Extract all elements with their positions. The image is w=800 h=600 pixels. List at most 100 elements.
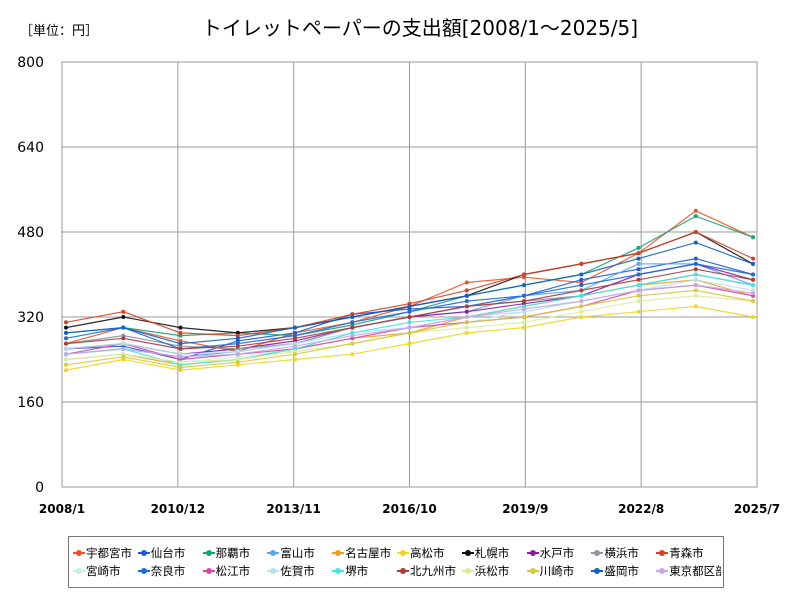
- unit-label: ［単位：円］: [20, 24, 99, 39]
- data-point: [636, 288, 641, 293]
- data-point: [64, 346, 68, 351]
- legend-label: 堺市: [345, 564, 369, 578]
- data-point: [64, 362, 68, 367]
- data-point: [464, 299, 469, 304]
- data-point: [522, 307, 526, 311]
- legend-item: 北九州市: [397, 563, 462, 579]
- legend-item: 札幌市: [461, 545, 527, 561]
- data-point: [636, 299, 641, 304]
- data-point: [121, 341, 126, 346]
- legend-label: 盛岡市: [604, 564, 639, 578]
- legend-marker: [267, 566, 280, 576]
- legend-marker: [461, 548, 474, 558]
- data-point: [636, 272, 641, 277]
- data-point: [579, 299, 584, 304]
- data-point: [64, 325, 68, 330]
- legend-item: 奈良市: [137, 563, 203, 579]
- data-point: [121, 354, 126, 359]
- legend-marker: [591, 566, 604, 576]
- legend-marker: [526, 566, 539, 576]
- data-point: [64, 320, 68, 325]
- legend-label: 宮崎市: [86, 564, 121, 578]
- data-point: [121, 336, 126, 341]
- data-point: [121, 315, 126, 319]
- data-point: [64, 330, 68, 335]
- legend-marker: [397, 566, 409, 576]
- line-chart: 0 160 320 480 640 800 2008/1 2010/12 2013/11 2016…: [17, 55, 780, 516]
- legend-item: 那覇市: [202, 545, 268, 561]
- legend-marker: [656, 548, 669, 558]
- legend-marker: [73, 566, 85, 576]
- data-point: [693, 267, 698, 272]
- x-tick-label: 2008/1: [39, 502, 85, 516]
- data-point: [693, 288, 698, 293]
- legend-marker: [267, 548, 280, 558]
- data-point: [522, 320, 526, 325]
- data-point: [693, 283, 698, 288]
- data-point: [522, 315, 526, 319]
- data-point: [751, 299, 755, 304]
- data-point: [407, 304, 412, 309]
- data-point: [293, 336, 297, 341]
- data-point: [636, 293, 641, 298]
- data-point: [636, 283, 641, 288]
- legend-item: 横浜市: [591, 545, 656, 561]
- data-point: [235, 352, 240, 357]
- data-point: [178, 360, 183, 365]
- y-tick-label: 800: [17, 55, 44, 71]
- legend-label: 名古屋市: [345, 546, 392, 560]
- data-point: [407, 320, 412, 325]
- data-point: [751, 235, 755, 240]
- data-point: [407, 315, 412, 319]
- legend-label: 水戸市: [539, 546, 575, 560]
- data-point: [636, 251, 641, 256]
- legend-item: 高松市: [397, 545, 462, 561]
- x-tick-label: 2025/7: [734, 502, 780, 516]
- legend-label: 北九州市: [410, 564, 456, 578]
- data-point: [464, 288, 469, 293]
- data-point: [579, 315, 584, 319]
- legend-label: 札幌市: [474, 546, 510, 560]
- axes: 0 160 320 480 640 800 2008/1 2010/12 2013/11 2016…: [17, 55, 780, 516]
- legend-label: 那覇市: [215, 546, 251, 560]
- data-point: [751, 256, 755, 261]
- legend-item: 東京都区部: [656, 563, 721, 579]
- legend-label: 高松市: [410, 546, 445, 560]
- data-point: [178, 346, 183, 351]
- legend-item: 浜松市: [461, 563, 527, 579]
- legend-marker: [461, 566, 474, 576]
- legend-label: 浜松市: [474, 564, 510, 578]
- data-point: [121, 325, 126, 330]
- data-point: [693, 272, 698, 277]
- legend-marker: [137, 566, 150, 576]
- legend: 宇都宮市 仙台市 那覇市 富山市 名古屋市 高松市 札幌市 水戸市 横浜市 青森市 宮崎市 奈良市 松江…: [68, 536, 724, 588]
- data-point: [178, 354, 183, 359]
- data-point: [64, 368, 68, 373]
- legend-item: 佐賀市: [267, 563, 332, 579]
- legend-marker: [202, 548, 215, 558]
- legend-marker: [73, 548, 85, 558]
- data-point: [464, 309, 469, 314]
- data-point: [579, 309, 584, 314]
- y-tick-label: 0: [35, 480, 44, 496]
- legend-label: 東京都区部: [669, 564, 721, 578]
- data-point: [121, 309, 126, 314]
- data-point: [350, 315, 355, 319]
- data-point: [464, 320, 469, 325]
- data-point: [293, 357, 297, 362]
- data-point: [407, 330, 412, 335]
- data-point: [178, 325, 183, 330]
- data-point: [350, 333, 355, 338]
- data-point: [751, 277, 755, 282]
- data-point: [178, 341, 183, 346]
- data-point: [64, 357, 68, 362]
- data-point: [579, 293, 584, 298]
- legend-item: 富山市: [267, 545, 332, 561]
- legend-item: 川崎市: [526, 563, 592, 579]
- series-layer: [64, 208, 755, 373]
- x-tick-label: 2019/9: [502, 502, 548, 516]
- data-point: [64, 352, 68, 357]
- data-point: [579, 283, 584, 288]
- legend-item: 盛岡市: [591, 563, 656, 579]
- data-point: [751, 315, 755, 319]
